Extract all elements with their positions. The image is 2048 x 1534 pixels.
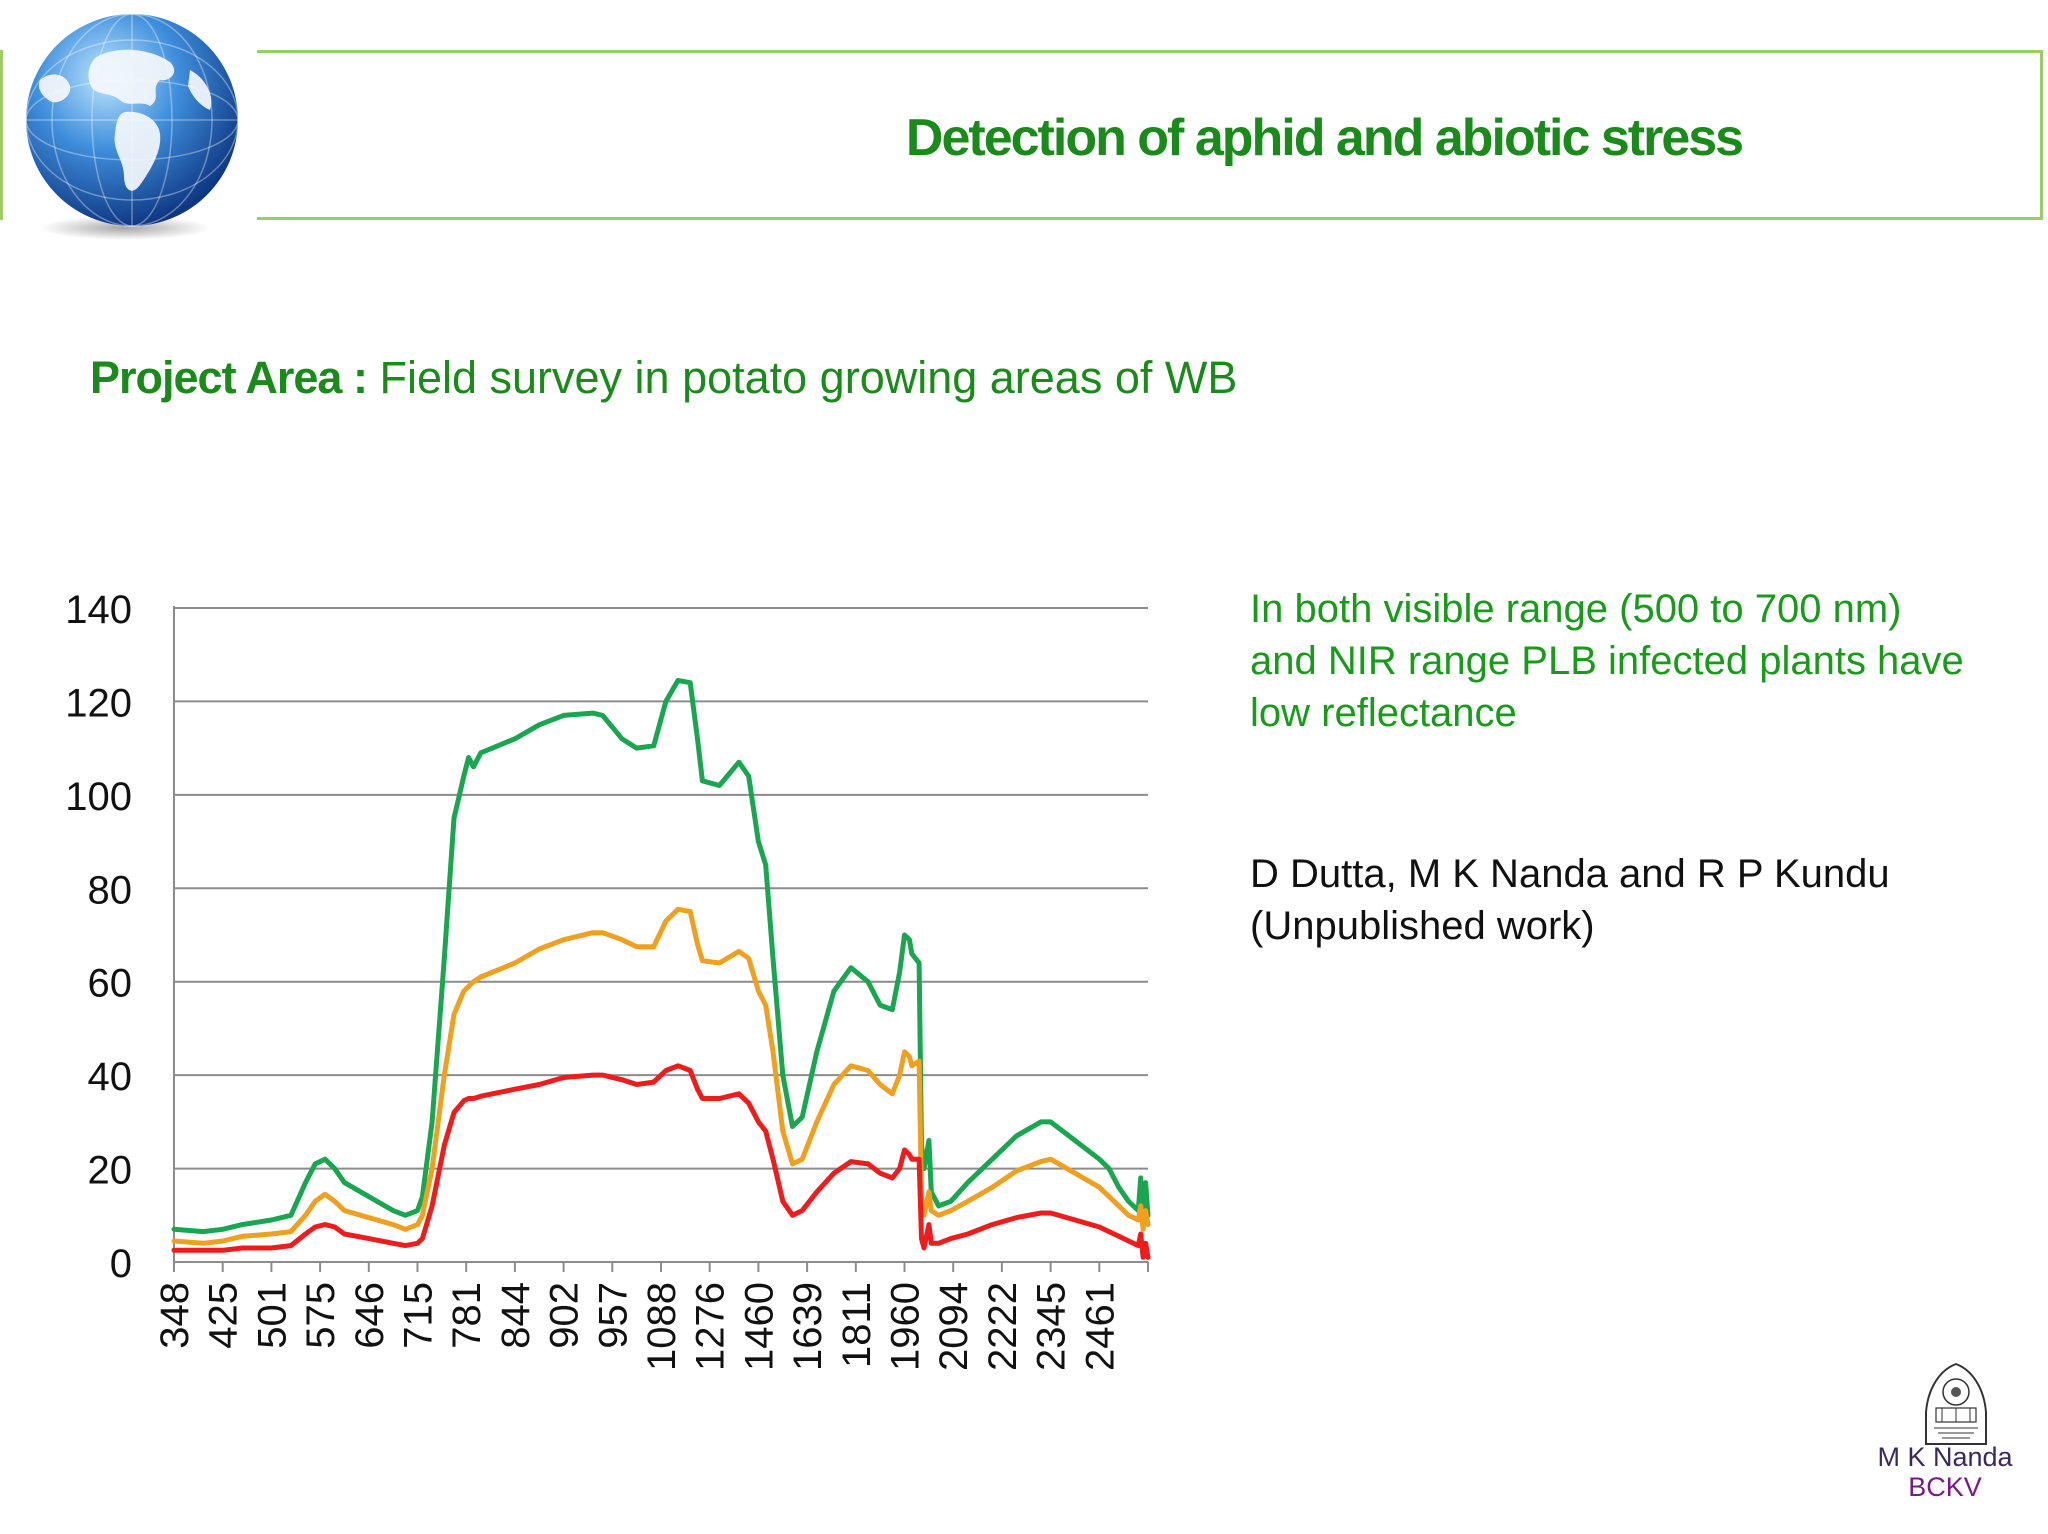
y-tick-label-4: 80 [88,868,133,912]
x-tick-label-14: 1811 [835,1282,879,1368]
x-tick-label-19: 2461 [1078,1282,1122,1371]
globe-icon [25,13,239,240]
x-tick-label-12: 1460 [737,1282,781,1371]
y-tick-label-6: 120 [65,681,132,725]
y-tick-label-2: 40 [88,1055,133,1099]
y-tick-label-3: 60 [88,962,133,1006]
x-tick-label-15: 1960 [884,1282,928,1371]
x-tick-label-13: 1639 [786,1282,830,1371]
x-tick-label-4: 646 [348,1282,392,1349]
y-tick-label-5: 100 [65,775,132,819]
x-tick-label-0: 348 [153,1282,197,1349]
x-tick-label-9: 957 [591,1282,635,1349]
series-line-2 [171,1063,1151,1260]
y-tick-label-1: 20 [88,1149,133,1193]
project-area-label: Project Area : [90,352,368,403]
signature-name: M K Nanda [1877,1442,2013,1472]
x-tick-label-10: 1088 [640,1282,684,1371]
university-emblem-icon [1925,1362,1987,1445]
y-tick-label-7: 140 [65,588,132,632]
finding-note: In both visible range (500 to 700 nm) an… [1250,587,1964,735]
x-tick-label-16: 2094 [932,1282,976,1371]
series-line-0 [171,677,1151,1235]
x-tick-label-1: 425 [202,1282,246,1349]
y-tick-label-0: 0 [110,1242,132,1286]
x-tick-label-5: 715 [397,1282,441,1349]
x-tick-label-3: 575 [299,1282,343,1349]
reflectance-chart: 0 20 40 60 80 100 120 140 348 425 501 575 646 715 781 8… [65,588,1151,1371]
page-title: Detection of aphid and abiotic stress [905,109,1744,167]
x-tick-label-18: 2345 [1030,1282,1074,1371]
x-tick-label-6: 781 [445,1282,489,1349]
project-area-text: Field survey in potato growing areas of … [366,352,1238,403]
x-tick-label-17: 2222 [981,1282,1025,1371]
author-credit: D Dutta, M K Nanda and R P Kundu (Unpubl… [1250,852,1890,948]
x-tick-label-2: 501 [250,1282,294,1349]
header-left-rule [0,50,3,220]
series-line-1 [171,906,1151,1246]
project-area-line: Project Area : Field survey in potato gr… [90,352,1237,404]
signature-org: BCKV [1908,1472,1982,1502]
header-frame [257,50,2043,220]
x-tick-label-8: 902 [543,1282,587,1349]
x-tick-label-7: 844 [494,1282,538,1349]
x-tick-label-11: 1276 [689,1282,733,1371]
